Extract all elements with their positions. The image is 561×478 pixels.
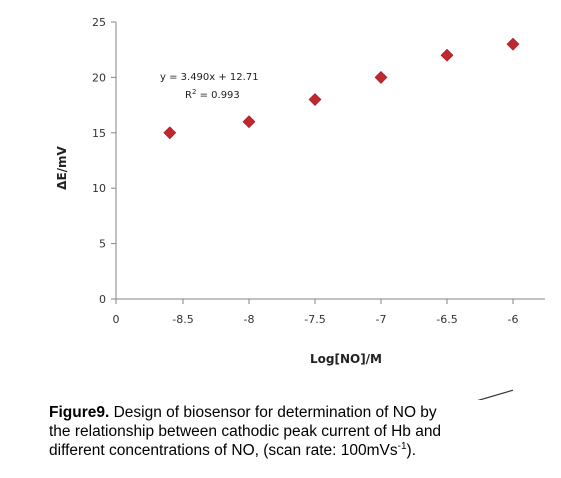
x-tick-label: -6 [508,313,519,326]
x-tick-label: -7.5 [304,313,325,326]
data-point [308,93,322,106]
trendline-group [477,389,514,400]
caption-line-3: different concentrations of NO, (scan ra… [49,441,554,460]
x-tick-label: 0 [113,313,120,326]
caption-label: Figure9. [49,404,110,421]
axes [111,21,545,304]
tick-labels: 0 5 10 15 20 25 0 -8.5 -8 -7.5 -7 -6.5 -6 [92,16,518,326]
caption-superscript: -1 [397,440,407,452]
figure-caption: Figure9. Design of biosensor for determi… [49,403,554,460]
data-point [506,37,520,51]
y-tick-label: 10 [92,182,106,195]
y-tick-label: 0 [99,293,106,306]
caption-end: ). [406,442,417,459]
y-tick-label: 20 [92,71,106,84]
y-tick-label: 25 [92,16,106,29]
r-squared-symbol: R [185,90,192,101]
caption-text-3: different concentrations of NO, (scan ra… [49,442,398,459]
x-tick-label: -8 [244,313,255,326]
x-axis-title: Log[NO]/M [310,352,382,366]
trendline [477,389,514,400]
x-tick-label: -8.5 [172,313,193,326]
y-tick-label: 15 [92,127,106,140]
data-points [163,37,520,140]
data-point [374,70,388,84]
caption-line-2: the relationship between cathodic peak c… [49,423,442,440]
caption-text-1: Design of biosensor for determination of… [109,404,437,421]
x-tick-label: -6.5 [436,313,457,326]
y-axis-title: ΔE/mV [55,145,69,189]
chart: 0 5 10 15 20 25 0 -8.5 -8 -7.5 -7 -6.5 -6 y = 3.490x… [55,16,545,400]
data-point [242,115,256,129]
r-squared-annotation: R2 = 0.993 [185,88,240,101]
r-squared-exponent: 2 [192,88,196,96]
data-point [163,126,177,140]
y-tick-label: 5 [99,238,106,251]
x-tick-label: -7 [376,313,387,326]
caption-line-1: Figure9. Design of biosensor for determi… [49,403,554,422]
trendline-equation: y = 3.490x + 12.71 [160,72,259,83]
data-point [440,48,454,62]
r-squared-value: = 0.993 [196,90,239,101]
